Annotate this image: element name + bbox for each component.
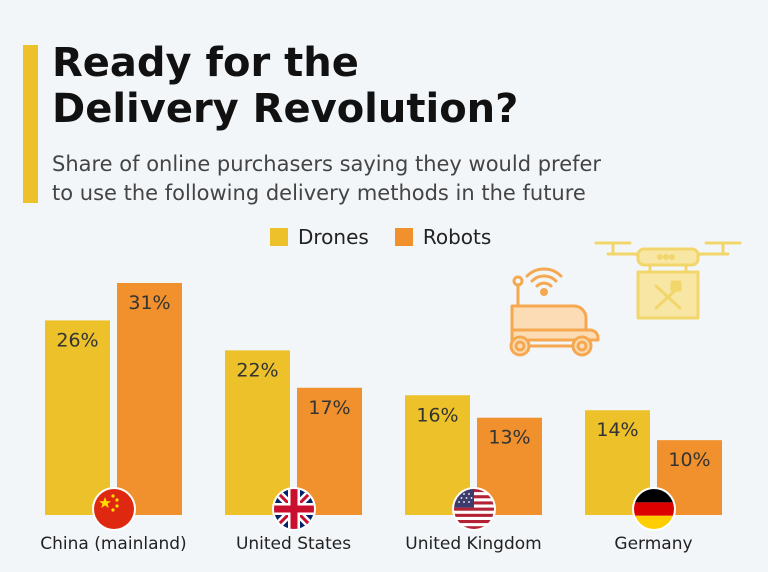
category-label-china-mainland: China (mainland)	[40, 534, 186, 554]
data-label-robots-united-kingdom: 13%	[488, 427, 530, 449]
uk-flag-icon	[272, 487, 316, 531]
legend-label-robots: Robots	[422, 225, 492, 249]
data-label-drones-united-states: 22%	[236, 359, 278, 381]
bars-group: 26% 31% China (mainland) 22% 17% United State…	[40, 283, 722, 554]
data-label-drones-germany: 14%	[596, 419, 638, 441]
bar-robots-china-mainland	[117, 283, 182, 515]
flags-group	[92, 487, 676, 531]
data-label-robots-united-states: 17%	[308, 397, 350, 419]
bar-drones-united-states	[225, 350, 290, 515]
data-label-robots-germany: 10%	[668, 449, 710, 471]
title-line-1: Ready for the	[52, 40, 359, 86]
accent-bar	[23, 45, 38, 203]
subtitle-line-1: Share of online purchasers saying they w…	[52, 152, 602, 176]
legend: Drones Robots	[270, 224, 517, 250]
category-label-united-states: United States	[236, 534, 351, 554]
germany-flag-icon	[632, 487, 676, 531]
legend-item-drones: Drones	[270, 225, 369, 249]
title-line-2: Delivery Revolution?	[52, 86, 519, 132]
chart-title: Ready for the Delivery Revolution?	[52, 40, 652, 132]
subtitle-line-2: to use the following delivery methods in…	[52, 181, 586, 205]
data-label-robots-china-mainland: 31%	[128, 292, 170, 314]
china-flag-icon	[92, 487, 136, 531]
data-label-drones-united-kingdom: 16%	[416, 404, 458, 426]
legend-swatch-drones	[270, 228, 288, 246]
delivery-drone-icon	[594, 241, 742, 320]
legend-swatch-robots	[394, 228, 413, 246]
legend-label-drones: Drones	[298, 225, 369, 249]
chart-subtitle: Share of online purchasers saying they w…	[52, 150, 692, 208]
category-label-germany: Germany	[614, 534, 692, 554]
category-label-united-kingdom: United Kingdom	[405, 534, 541, 554]
delivery-robot-icon	[509, 267, 600, 357]
data-label-drones-china-mainland: 26%	[56, 329, 98, 351]
legend-item-robots: Robots	[394, 225, 492, 249]
bar-drones-china-mainland	[45, 320, 110, 515]
usa-flag-icon	[452, 487, 496, 531]
